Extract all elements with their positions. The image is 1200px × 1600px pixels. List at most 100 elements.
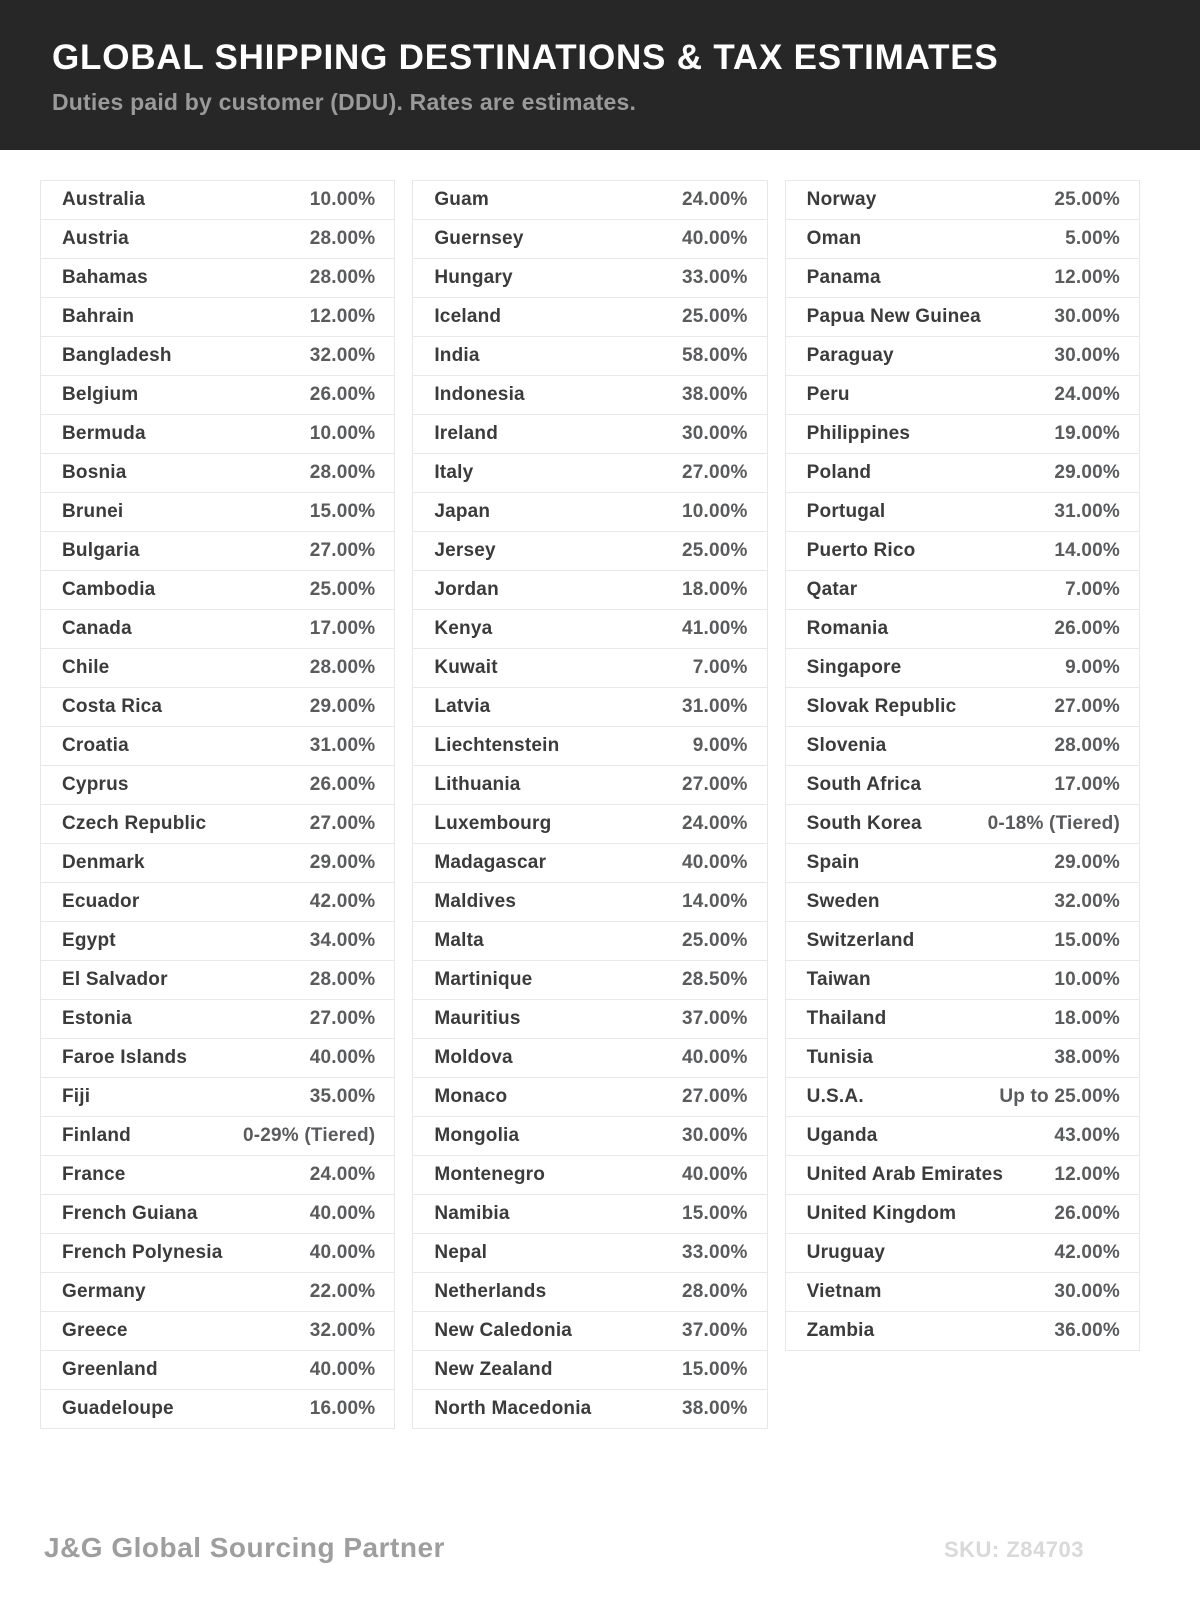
country-name: Papua New Guinea [806, 306, 981, 327]
table-row: Belgium 26.00% [41, 376, 395, 415]
country-name: Puerto Rico [806, 540, 916, 561]
country-name: Madagascar [434, 852, 547, 873]
country-name: Peru [806, 384, 850, 405]
header-banner: GLOBAL SHIPPING DESTINATIONS & TAX ESTIM… [0, 0, 1200, 150]
tax-rate: 30.00% [1054, 306, 1120, 327]
tax-rate: 12.00% [1054, 1164, 1120, 1185]
tax-rate: 41.00% [682, 618, 748, 639]
tax-rate: 16.00% [309, 1398, 376, 1419]
country-name: Norway [806, 189, 877, 210]
tax-rate: 17.00% [309, 618, 376, 639]
country-name: Brunei [62, 501, 124, 522]
tax-rate: 14.00% [682, 891, 748, 912]
country-name: Guadeloupe [62, 1398, 174, 1419]
country-name: Egypt [62, 930, 116, 951]
tax-rate: 28.00% [309, 228, 376, 249]
rates-table-grid: Australia 10.00% Austria 28.00% Bahamas 28.00… [40, 180, 1140, 1429]
table-row: Uganda 43.00% [785, 1117, 1139, 1156]
tax-rate: 30.00% [1054, 1281, 1120, 1302]
tax-rate: 28.00% [309, 267, 376, 288]
table-row: Martinique 28.50% [413, 961, 767, 1000]
country-name: Canada [62, 618, 132, 639]
tax-rate: 38.00% [1054, 1047, 1120, 1068]
table-row: Uruguay 42.00% [785, 1234, 1139, 1273]
country-name: Qatar [806, 579, 858, 600]
country-name: Japan [434, 501, 491, 522]
country-name: Tunisia [806, 1047, 874, 1068]
country-name: French Polynesia [62, 1242, 223, 1263]
sku-label: SKU: Z84703 [943, 1537, 1084, 1562]
table-row: Nepal 33.00% [413, 1234, 767, 1273]
rates-column-2: Guam 24.00% Guernsey 40.00% Hungary 33.00% Ice… [412, 180, 768, 1429]
table-row: Jordan 18.00% [413, 571, 767, 610]
tax-rate: 25.00% [682, 540, 748, 561]
tax-rate: 28.00% [682, 1281, 748, 1302]
tax-rate: 40.00% [309, 1047, 376, 1068]
table-row: Zambia 36.00% [785, 1312, 1139, 1351]
tax-rate: 14.00% [1054, 540, 1120, 561]
tax-rate: 29.00% [1054, 852, 1120, 873]
tax-rate: 40.00% [682, 852, 748, 873]
table-row: Netherlands 28.00% [413, 1273, 767, 1312]
table-row: Romania 26.00% [785, 610, 1139, 649]
country-name: French Guiana [62, 1203, 198, 1224]
table-row: Bahrain 12.00% [41, 298, 395, 337]
country-name: Spain [806, 852, 860, 873]
table-row: Luxembourg 24.00% [413, 805, 767, 844]
country-name: Portugal [806, 501, 886, 522]
country-name: Vietnam [806, 1281, 882, 1302]
tax-rate: 40.00% [309, 1359, 376, 1380]
country-name: Fiji [62, 1086, 91, 1107]
country-name: New Caledonia [434, 1320, 573, 1341]
table-row: Monaco 27.00% [413, 1078, 767, 1117]
tax-rate: 27.00% [682, 774, 748, 795]
table-row: French Guiana 40.00% [41, 1195, 395, 1234]
tax-rate: 40.00% [682, 1164, 748, 1185]
tax-rate: 22.00% [309, 1281, 376, 1302]
tax-rate: 7.00% [1065, 579, 1120, 600]
tax-rate: 26.00% [309, 774, 376, 795]
country-name: Finland [62, 1125, 131, 1146]
table-row: Maldives 14.00% [413, 883, 767, 922]
country-name: Latvia [434, 696, 491, 717]
table-row: Thailand 18.00% [785, 1000, 1139, 1039]
tax-rate: 27.00% [682, 1086, 748, 1107]
tax-rate: 9.00% [692, 735, 748, 756]
table-row: Germany 22.00% [41, 1273, 395, 1312]
tax-rate: 28.00% [1054, 735, 1120, 756]
tax-rate: 9.00% [1065, 657, 1120, 678]
tax-rate: Up to 25.00% [999, 1086, 1120, 1107]
tax-rate: 42.00% [1054, 1242, 1120, 1263]
country-name: Sweden [806, 891, 880, 912]
tax-rate: 27.00% [682, 462, 748, 483]
table-row: Philippines 19.00% [785, 415, 1139, 454]
tax-rate: 17.00% [1054, 774, 1120, 795]
table-row: Poland 29.00% [785, 454, 1139, 493]
country-name: Belgium [62, 384, 139, 405]
country-name: Ireland [434, 423, 499, 444]
table-row: United Arab Emirates 12.00% [785, 1156, 1139, 1195]
table-row: Bahamas 28.00% [41, 259, 395, 298]
tax-rate: 5.00% [1065, 228, 1120, 249]
country-name: Guernsey [434, 228, 524, 249]
country-name: Paraguay [806, 345, 894, 366]
tax-rate: 15.00% [682, 1203, 748, 1224]
country-name: Slovak Republic [806, 696, 957, 717]
tax-rate: 35.00% [309, 1086, 376, 1107]
country-name: Bangladesh [62, 345, 172, 366]
table-row: Ireland 30.00% [413, 415, 767, 454]
country-name: United Kingdom [806, 1203, 957, 1224]
tax-rate: 33.00% [682, 1242, 748, 1263]
table-row: El Salvador 28.00% [41, 961, 395, 1000]
country-name: Uruguay [806, 1242, 886, 1263]
table-row: Guam 24.00% [413, 181, 767, 220]
country-name: France [62, 1164, 126, 1185]
tax-rate: 12.00% [1054, 267, 1120, 288]
tax-rate: 38.00% [682, 1398, 748, 1419]
country-name: Monaco [434, 1086, 508, 1107]
tax-rate: 0-29% (Tiered) [242, 1125, 376, 1146]
tax-rate: 27.00% [1054, 696, 1120, 717]
country-name: Czech Republic [62, 813, 207, 834]
table-row: New Caledonia 37.00% [413, 1312, 767, 1351]
tax-rate: 25.00% [682, 930, 748, 951]
